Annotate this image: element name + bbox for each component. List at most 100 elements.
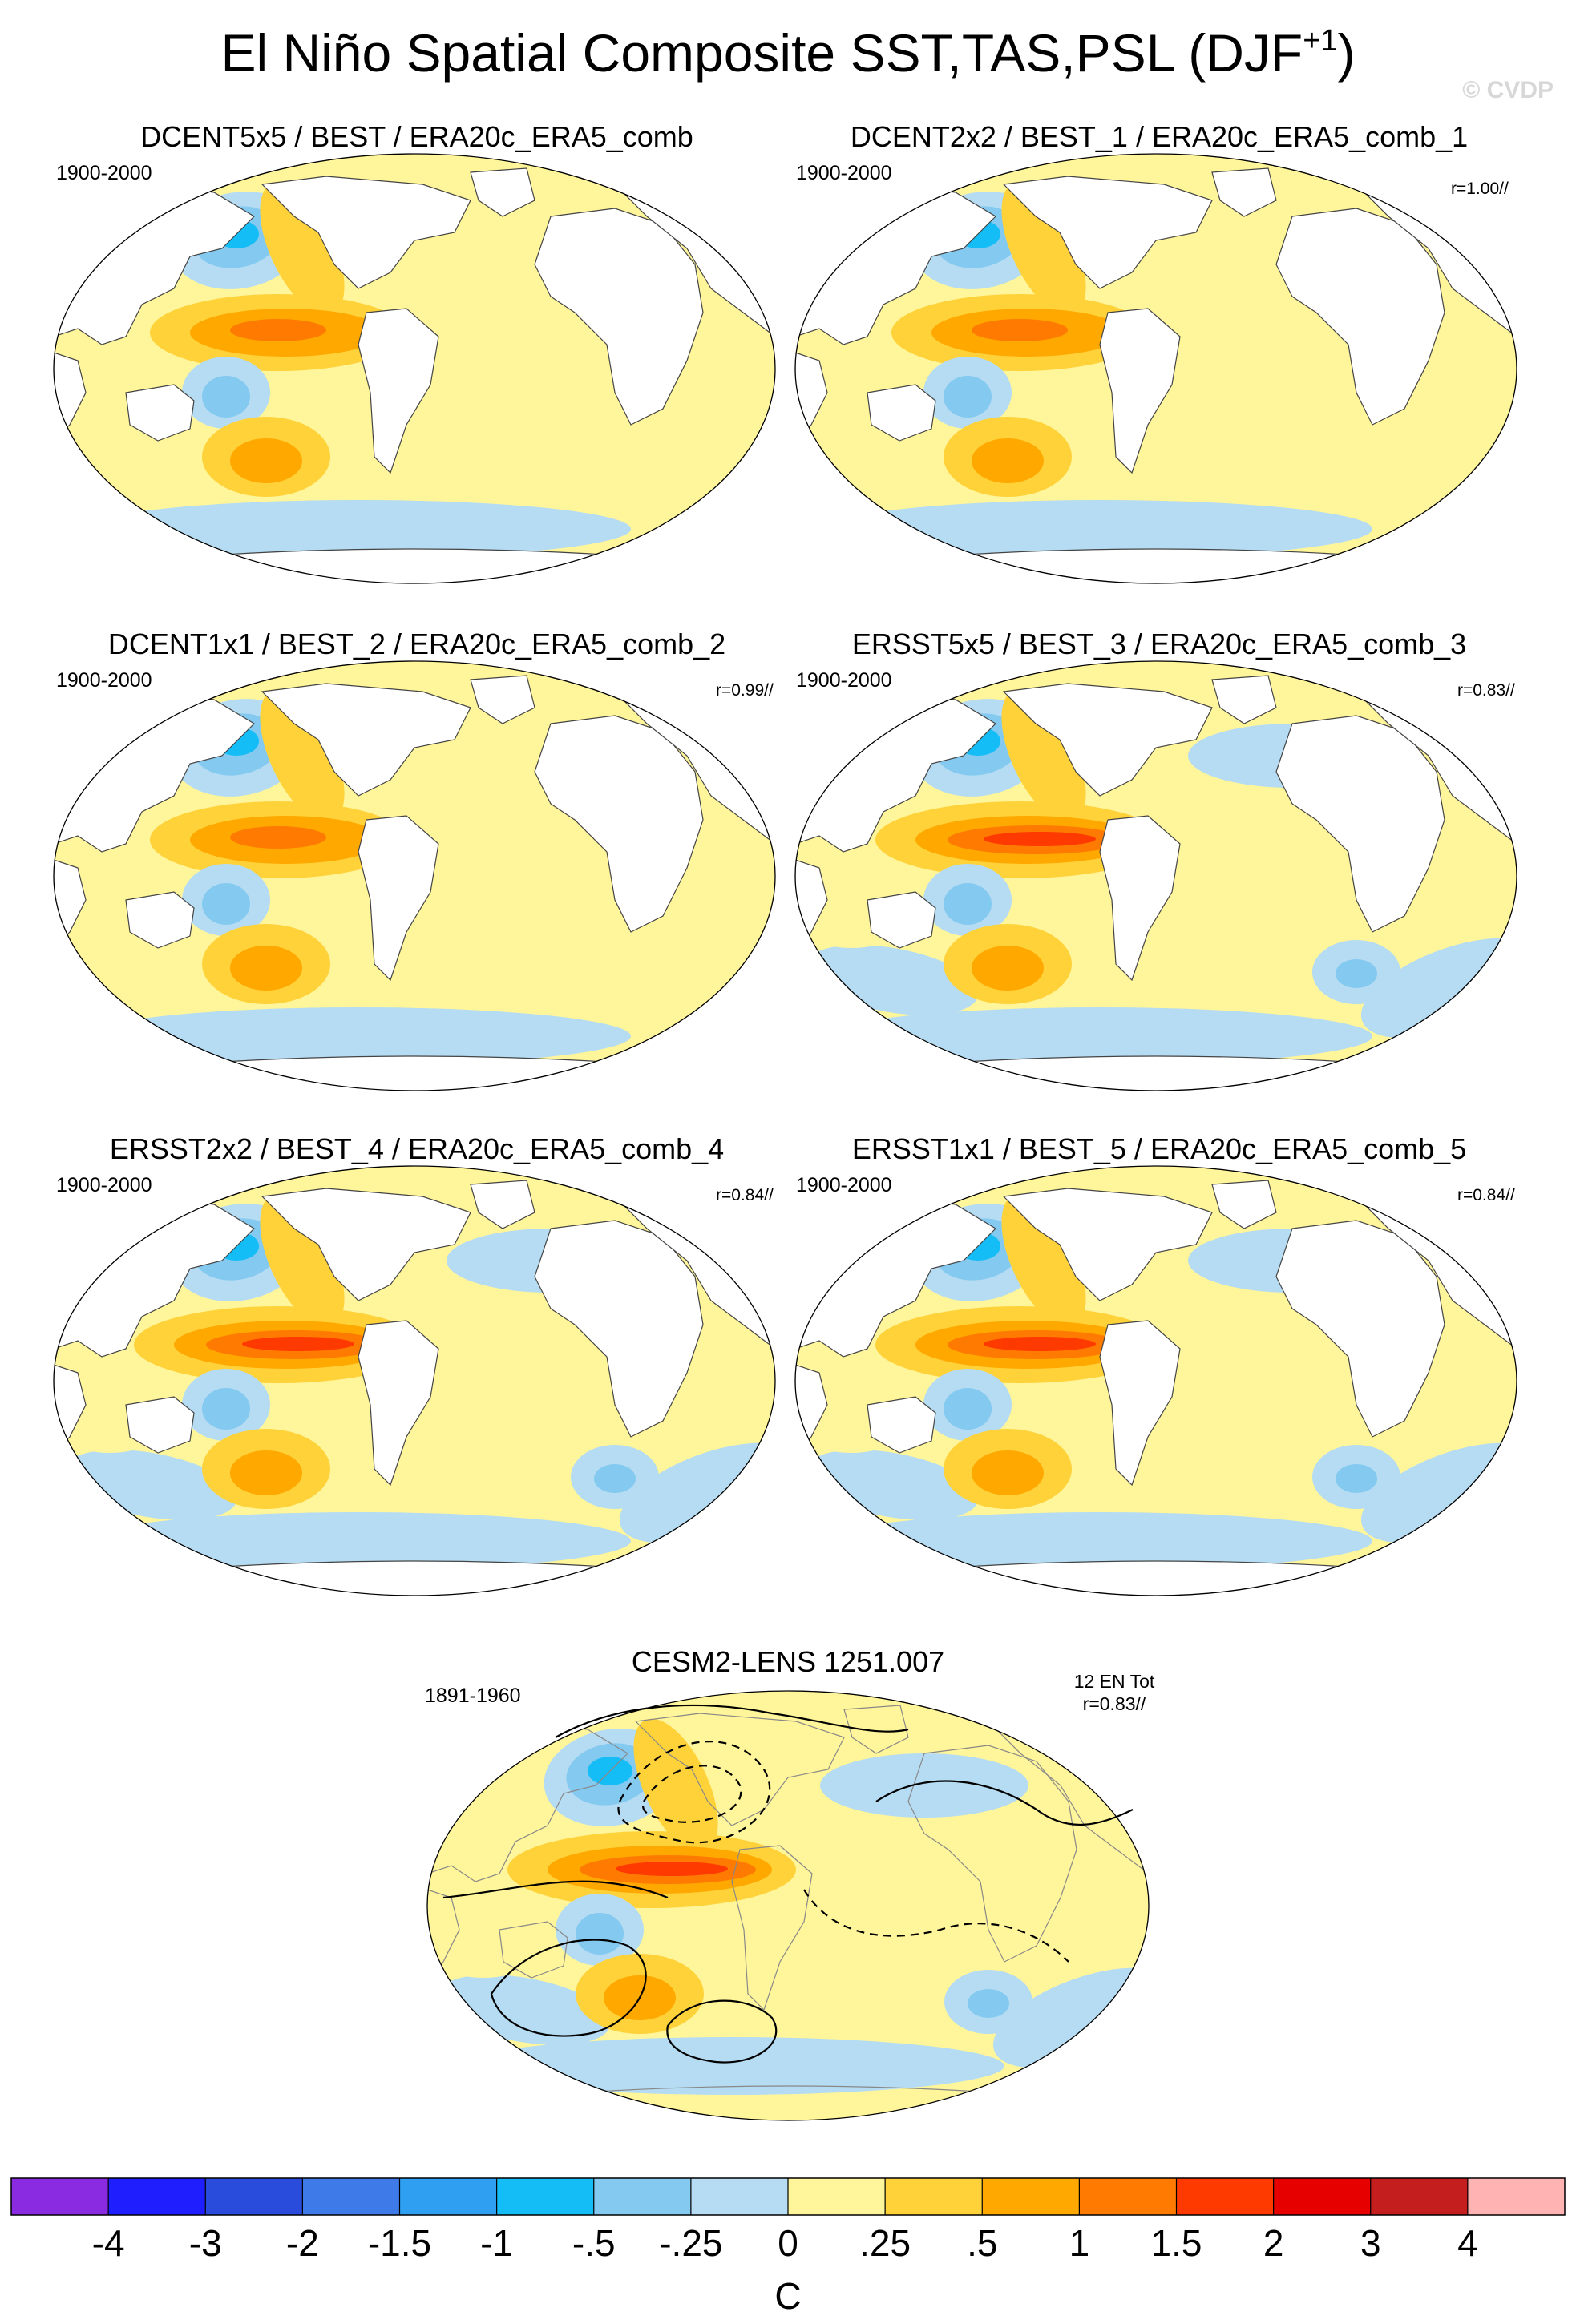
period-label: 1900-2000 [796,1174,892,1196]
tropical-pacific-hottest [984,1337,1096,1351]
map-border [426,1690,1150,2121]
colorbar-swatch [788,2178,886,2215]
psl-contour-negative [641,1765,742,1823]
south-pacific-cool-core [944,376,992,418]
psl-contour-positive [490,1939,647,2037]
map-border [794,660,1517,1091]
panel-title: ERSST2x2 / BEST_4 / ERA20c_ERA5_comb_4 [109,1132,725,1165]
map-panel-model [426,1690,1150,2121]
south-pacific-cool-core [202,376,250,418]
colorbar-swatch [1176,2178,1275,2215]
correlation-label: r=0.99// [716,681,774,700]
northeast-pacific-warm [260,181,345,316]
colorbar-swatch [982,2178,1080,2215]
colorbar-swatch [1273,2178,1372,2215]
panel-title: DCENT5x5 / BEST / ERA20c_ERA5_comb [140,120,693,153]
south-pacific-cool-core [202,1388,250,1430]
land-greenland [1211,1180,1277,1229]
colorbar-swatch [593,2178,692,2215]
panel-title: DCENT1x1 / BEST_2 / ERA20c_ERA5_comb_2 [107,627,726,660]
colorbar-swatch [205,2178,303,2215]
land-greenland [1211,675,1277,724]
map-border [794,153,1517,584]
land-south-america [358,308,439,474]
correlation-label: r=1.00// [1451,180,1509,198]
land-greenland [470,167,535,217]
period-label: 1900-2000 [796,669,892,692]
colorbar-swatch [108,2178,206,2215]
northeast-pacific-warm [1001,181,1086,316]
southern-ocean-cool-band [86,1007,631,1065]
southern-ocean-cool-band [827,1512,1372,1570]
colorbar-swatch [1370,2178,1469,2215]
watermark: © CVDP [1462,77,1554,103]
period-label: 1900-2000 [56,669,152,692]
colorbar-tick-label: .25 [859,2222,911,2264]
south-pacific-warm-core [972,946,1044,991]
colorbar-swatch [11,2178,109,2215]
northeast-pacific-warm [260,1193,345,1328]
land-australia [125,1396,195,1454]
map-panel-3 [53,660,776,1091]
land-south-america [1099,1320,1181,1487]
southern-ocean-cool-band [86,1512,631,1570]
events-count-label: 12 EN Tot r=0.83// [1073,1671,1155,1714]
colorbar-tick-label: -2 [285,2222,319,2264]
colorbar-swatch [496,2178,595,2215]
south-pacific-warm-core [230,438,302,483]
southern-ocean-cool-band [86,500,631,558]
period-label: 1900-2000 [56,162,152,184]
land-africa-europe [907,1745,1077,1963]
land-south-america [1099,308,1181,474]
land-africa-west [427,1889,460,1979]
panel-title: ERSST1x1 / BEST_5 / ERA20c_ERA5_comb_5 [851,1132,1467,1165]
southern-ocean-cool-band [459,2037,1004,2095]
page-title: El Niño Spatial Composite SST,TAS,PSL (D… [220,23,1356,83]
colorbar-tick-label: 4 [1457,2222,1478,2264]
colorbar-tick-label: 1 [1069,2222,1090,2264]
psl-contour-negative [803,1889,1069,1963]
northeast-pacific-warm [260,688,345,823]
psl-contour-negative [617,1741,771,1844]
psl-contour-positive [555,1704,909,1738]
colorbar-tick-label: 3 [1360,2222,1381,2264]
land-north-america [1002,176,1213,289]
south-pacific-warm-core [972,1450,1044,1495]
period-label: 1900-2000 [796,162,892,184]
colorbar-tick-label: -1.5 [367,2222,432,2264]
south-pacific-cool-core [202,883,250,925]
south-pacific-warm-core [230,946,302,991]
land-south-america [358,1320,439,1487]
land-eurasia [427,1721,628,1882]
land-south-america [1099,815,1181,982]
panel-title: DCENT2x2 / BEST_1 / ERA20c_ERA5_comb_1 [850,120,1469,153]
land-south-america [731,1845,813,2011]
colorbar-tick-label: -1 [480,2222,514,2264]
southern-ocean-cool-band [827,1007,1372,1065]
land-asia-east [987,1721,1149,1875]
correlation-label: r=0.84// [716,1186,774,1204]
colorbar-tick-label: -.25 [659,2222,723,2264]
land-australia [867,384,936,442]
south-atlantic-cool-core [594,1464,636,1493]
map-panel-4 [794,660,1517,1091]
colorbar-swatch [1467,2178,1566,2215]
colorbar-tick-label: -3 [188,2222,222,2264]
south-atlantic-cool-core [968,1989,1009,2018]
land-north-america [261,683,471,797]
south-pacific-warm-core [230,1450,302,1495]
psl-contour-positive [442,1880,669,1899]
land-australia [867,891,936,949]
model-panel-title: CESM2-LENS 1251.007 [631,1645,945,1678]
north-pacific-cool-band [820,1753,1028,1818]
southern-ocean-cool-band [827,500,1372,558]
map-border [53,1165,776,1596]
south-pacific-cool-core [944,1388,992,1430]
land-australia [499,1921,568,1979]
tropical-pacific-hottest [984,832,1096,846]
land-australia [867,1396,936,1454]
psl-contour-positive [666,1999,778,2064]
land-greenland [843,1705,909,1754]
land-greenland [1211,167,1277,217]
